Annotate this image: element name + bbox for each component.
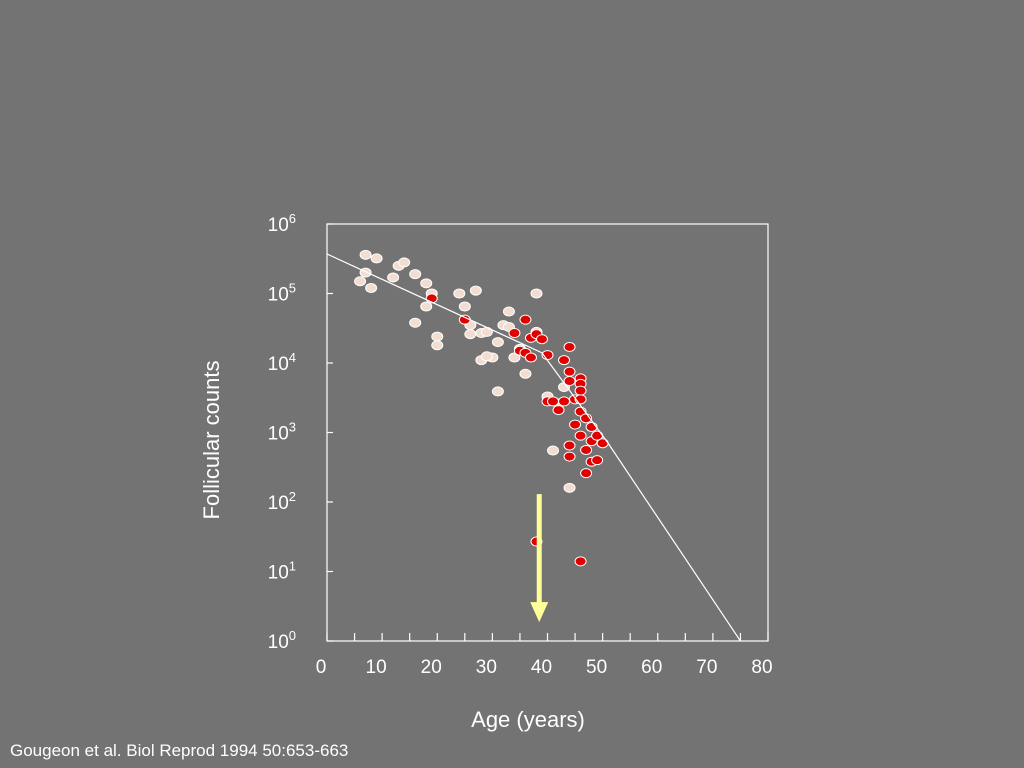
- open-data-point: [431, 340, 444, 351]
- open-data-point: [508, 352, 521, 363]
- filled-data-point: [580, 445, 593, 456]
- citation-text: Gougeon et al. Biol Reprod 1994 50:653-6…: [10, 741, 349, 760]
- filled-data-point: [563, 341, 576, 352]
- open-data-point: [365, 282, 378, 293]
- filled-data-point: [563, 376, 576, 387]
- y-tick-label: 103: [268, 420, 296, 445]
- x-tick-label: 30: [476, 657, 497, 678]
- x-tick-label: 70: [696, 657, 717, 678]
- filled-data-point: [563, 451, 576, 462]
- filled-data-point: [524, 352, 537, 363]
- open-data-point: [420, 278, 433, 289]
- y-tick-label: 105: [268, 281, 296, 306]
- filled-data-point: [585, 421, 598, 432]
- x-tick-label: 20: [421, 657, 442, 678]
- filled-data-point: [508, 328, 521, 339]
- filled-data-point: [558, 355, 571, 366]
- open-data-point: [359, 249, 372, 260]
- open-data-point: [420, 301, 433, 312]
- open-data-point: [502, 306, 515, 317]
- y-tick-label: 101: [268, 559, 296, 584]
- filled-data-point: [558, 396, 571, 407]
- filled-data-point: [574, 385, 587, 396]
- x-tick-label: 0: [316, 657, 327, 678]
- y-axis-label: Follicular counts: [199, 361, 224, 520]
- filled-data-point: [574, 430, 587, 441]
- x-tick-label: 60: [641, 657, 662, 678]
- open-data-point: [354, 276, 367, 287]
- open-data-point: [453, 288, 466, 299]
- open-data-point: [464, 329, 477, 340]
- x-tick-label: 10: [366, 657, 387, 678]
- open-data-point: [547, 445, 560, 456]
- open-data-point: [431, 331, 444, 342]
- filled-data-point: [552, 405, 565, 416]
- y-tick-label: 100: [268, 628, 296, 653]
- y-tick-label: 102: [268, 489, 296, 514]
- open-data-point: [370, 253, 383, 264]
- open-data-point: [491, 337, 504, 348]
- x-tick-label: 40: [531, 657, 552, 678]
- fit-line: [326, 253, 741, 642]
- filled-data-point: [563, 366, 576, 377]
- plot-frame: [326, 223, 769, 642]
- y-tick-label: 106: [268, 211, 296, 236]
- filled-data-point: [591, 455, 604, 466]
- open-data-point: [530, 288, 543, 299]
- open-data-point: [480, 351, 493, 362]
- open-data-point: [519, 368, 532, 379]
- open-data-point: [409, 317, 422, 328]
- open-data-point: [458, 301, 471, 312]
- y-tick-label: 104: [268, 350, 296, 375]
- filled-data-point: [563, 440, 576, 451]
- filled-data-point: [574, 556, 587, 567]
- filled-data-point: [580, 468, 593, 479]
- open-data-point: [398, 257, 411, 268]
- filled-data-point: [535, 334, 548, 345]
- x-tick-label: 80: [751, 657, 772, 678]
- filled-data-point: [569, 419, 582, 430]
- arrow-head: [530, 602, 549, 623]
- open-data-point: [469, 285, 482, 296]
- x-axis-label: Age (years): [471, 707, 585, 732]
- open-data-point: [563, 482, 576, 493]
- filled-data-point: [547, 396, 560, 407]
- open-data-point: [409, 269, 422, 280]
- filled-data-point: [519, 314, 532, 325]
- chart-marks: 0 10 20 30 40 50 60 70 80 100 101 102 103 104 105 106: [268, 211, 773, 678]
- x-tick-label: 50: [586, 657, 607, 678]
- open-data-point: [491, 386, 504, 397]
- open-data-point: [387, 272, 400, 283]
